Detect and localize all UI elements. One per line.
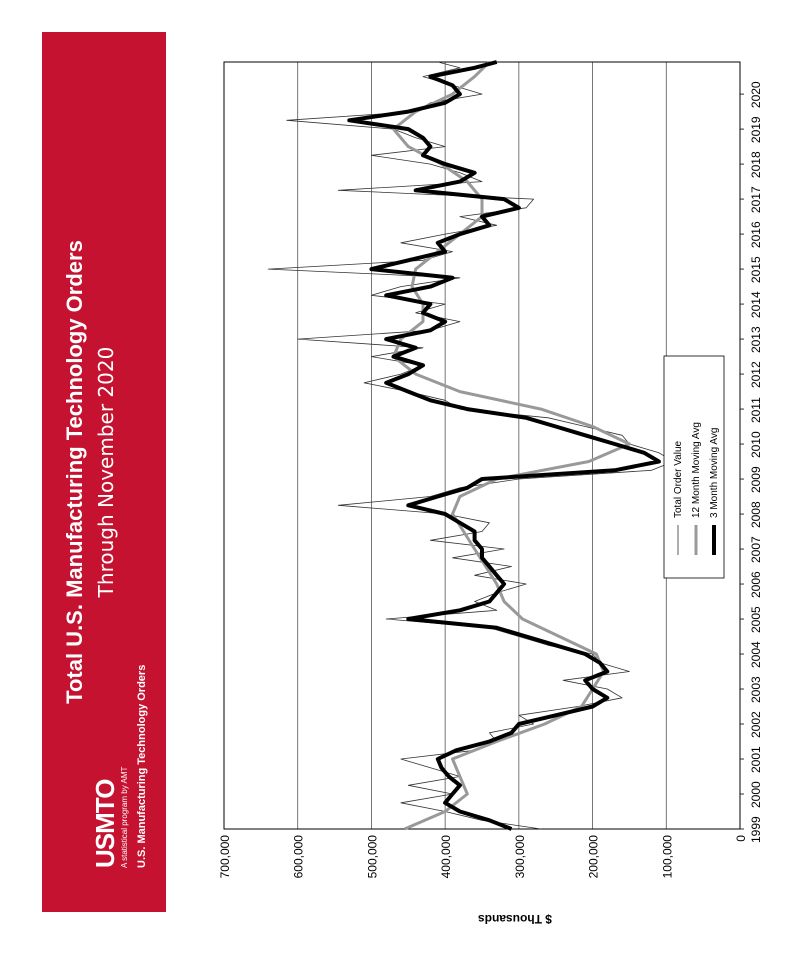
x-tick-label: 2004 xyxy=(749,641,763,668)
legend: Total Order Value 12 Month Moving Avg 3 Mo… xyxy=(663,355,725,579)
x-tick-label: 2006 xyxy=(749,571,763,598)
series-line-1 xyxy=(392,60,631,831)
x-tick-label: 2010 xyxy=(749,431,763,458)
x-tick-label: 2001 xyxy=(749,746,763,773)
x-tick-label: 2017 xyxy=(749,186,763,213)
y-tick-label: 300,000 xyxy=(513,835,527,879)
title-banner: Total U.S. Manufacturing Technology Orde… xyxy=(42,32,166,912)
x-tick-label: 2015 xyxy=(749,256,763,283)
y-tick-label: 100,000 xyxy=(660,835,674,879)
x-tick-label: 1999 xyxy=(749,816,763,843)
x-tick-label: 2011 xyxy=(749,397,763,423)
y-axis-label: $ Thousands xyxy=(478,912,552,926)
legend-label-1: 12 Month Moving Avg xyxy=(691,422,702,518)
grid-lines xyxy=(297,62,667,829)
x-tick-label: 2020 xyxy=(749,81,763,108)
legend-label-2: 3 Month Moving Avg xyxy=(709,428,720,518)
series-group xyxy=(267,60,675,831)
x-tick-label: 2018 xyxy=(749,151,763,178)
x-tick-label: 2000 xyxy=(749,781,763,808)
x-tick-label: 2019 xyxy=(749,116,763,143)
y-tick-label: 400,000 xyxy=(439,835,453,879)
x-tick-label: 2002 xyxy=(749,711,763,738)
x-tick-label: 2012 xyxy=(749,361,763,388)
y-tick-label: 0 xyxy=(734,835,748,842)
plot-frame xyxy=(223,61,741,830)
x-tick-label: 2007 xyxy=(749,536,763,563)
x-tick-label: 2016 xyxy=(749,221,763,248)
y-tick-label: 600,000 xyxy=(292,835,306,879)
series-line-2 xyxy=(347,60,661,831)
x-tick-label: 2014 xyxy=(749,291,763,318)
x-tick-label: 2003 xyxy=(749,676,763,703)
x-tick-label: 2013 xyxy=(749,326,763,353)
x-tick-label: 2005 xyxy=(749,606,763,633)
x-axis-ticks: 1999 2000 2001 2002 2003 2004 2005 2006 2007 2008… xyxy=(740,81,763,843)
legend-label-0: Total Order Value xyxy=(673,440,684,518)
y-tick-label: 500,000 xyxy=(365,835,379,879)
x-tick-label: 2008 xyxy=(749,501,763,528)
y-tick-label: 700,000 xyxy=(218,835,232,879)
y-tick-label: 200,000 xyxy=(587,835,601,879)
y-axis-ticks: 0 100,000 200,000 300,000 400,000 500,000 600,… xyxy=(218,835,748,879)
x-tick-label: 2009 xyxy=(749,466,763,493)
